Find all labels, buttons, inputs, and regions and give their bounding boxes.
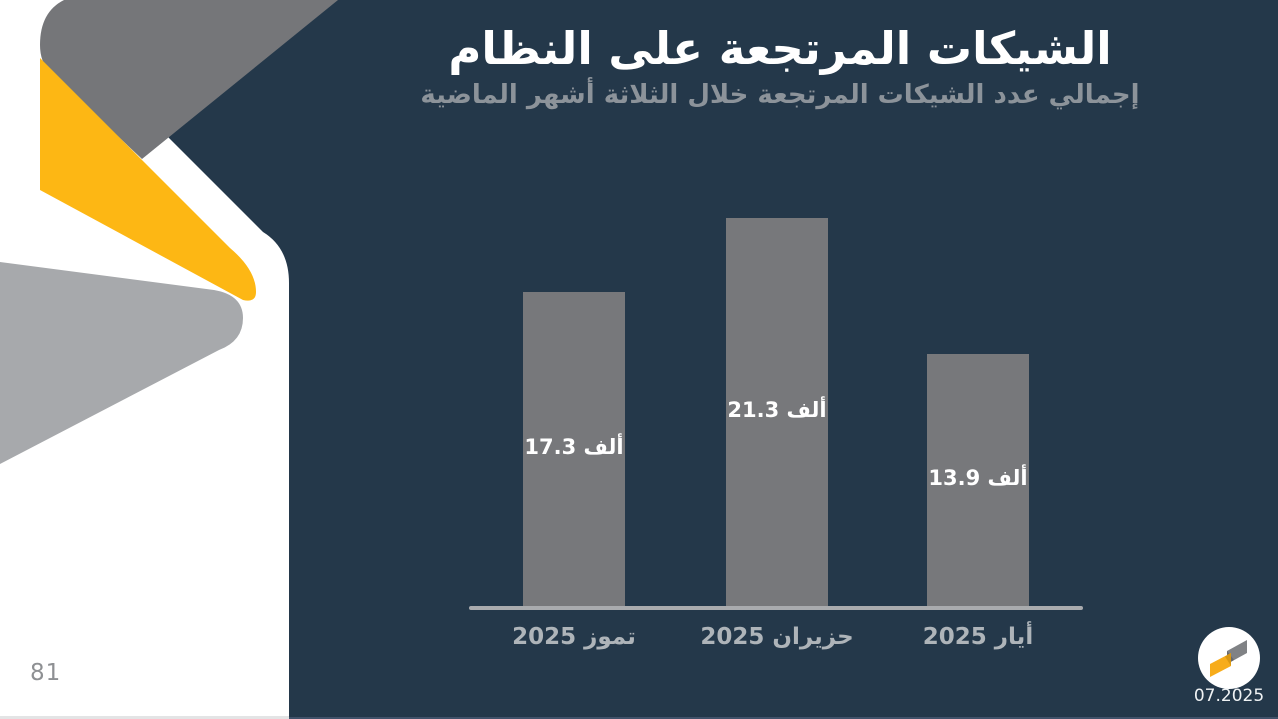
- x-axis-line: [469, 606, 1083, 610]
- bar-0: 17.3 ألف: [523, 292, 625, 608]
- bar-2: 13.9 ألف: [927, 354, 1029, 608]
- slide-title: الشيكات المرتجعة على النظام: [448, 22, 1112, 75]
- x-axis-labels: تموز 2025 حزيران 2025 أيار 2025: [470, 624, 1088, 664]
- ribbon-yellow-band: [40, 58, 256, 301]
- bar-value-label-0: 17.3 ألف: [524, 435, 624, 459]
- category-label-2: أيار 2025: [922, 624, 1034, 650]
- ribbon-light-gray-band: [0, 262, 243, 464]
- slide-header: الشيكات المرتجعة على النظام إجمالي عدد ا…: [410, 20, 1150, 110]
- returned-checks-bar-chart: 17.3 ألف 21.3 ألف 13.9 ألف تموز 2025 حزيران…: [469, 180, 1088, 670]
- bottom-edge-light: [0, 716, 289, 719]
- logo-yellow-ribbon-fold: [1225, 653, 1231, 666]
- brand-logo: [1198, 627, 1260, 689]
- page-number: 81: [30, 660, 62, 686]
- logo-yellow-ribbon: [1210, 653, 1231, 677]
- slide-subtitle: إجمالي عدد الشيكات المرتجعة خلال الثلاثة…: [420, 79, 1140, 110]
- plot-area: 17.3 ألف 21.3 ألف 13.9 ألف: [470, 180, 1088, 608]
- category-label-1: حزيران 2025: [700, 624, 854, 650]
- bar-value-label-2: 13.9 ألف: [928, 466, 1028, 490]
- brand-ribbon-icon: [1210, 640, 1247, 677]
- category-label-0: تموز 2025: [512, 624, 636, 650]
- footer-date: 07.2025: [1193, 686, 1265, 706]
- ribbon-dark-gray-band: [40, 0, 338, 159]
- bar-value-label-1: 21.3 ألف: [727, 398, 827, 422]
- bottom-edge-navy: [289, 717, 1278, 719]
- bar-1: 21.3 ألف: [726, 218, 828, 608]
